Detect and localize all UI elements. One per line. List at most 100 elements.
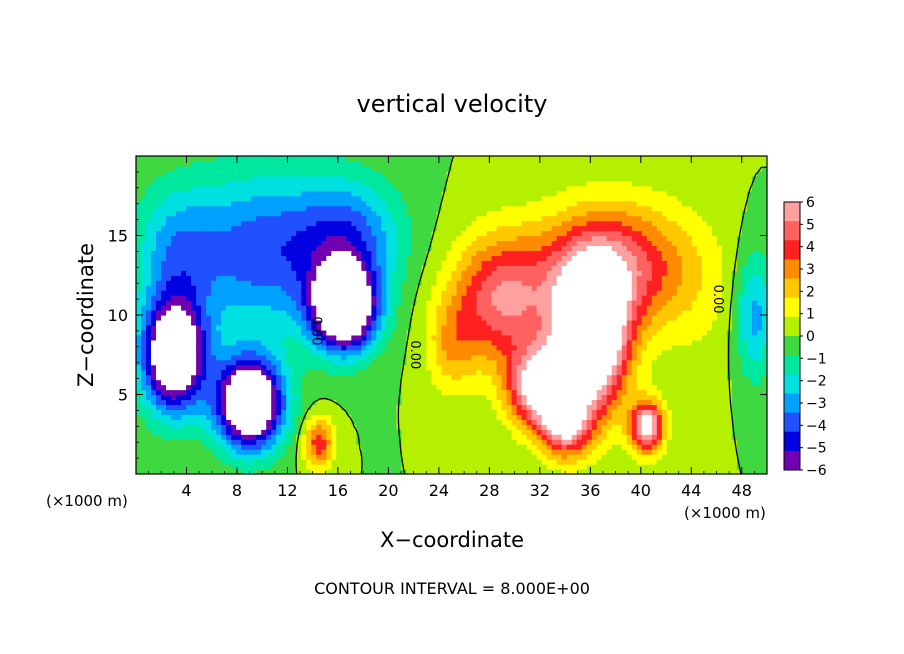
heatmap-cell bbox=[411, 454, 418, 460]
heatmap-cell bbox=[341, 324, 347, 331]
heatmap-cell bbox=[196, 434, 202, 440]
heatmap-cell bbox=[326, 454, 332, 460]
heatmap-cell bbox=[256, 419, 262, 425]
heatmap-cell bbox=[456, 190, 463, 197]
heatmap-cell bbox=[296, 339, 302, 346]
heatmap-cell bbox=[501, 175, 508, 182]
heatmap-cell bbox=[436, 225, 443, 232]
heatmap-cell bbox=[301, 310, 307, 316]
heatmap-cell bbox=[271, 359, 277, 366]
heatmap-cell bbox=[241, 290, 247, 296]
heatmap-cell bbox=[216, 160, 222, 167]
heatmap-cell bbox=[391, 464, 398, 470]
heatmap-cell bbox=[376, 404, 382, 411]
heatmap-cell bbox=[306, 315, 312, 321]
heatmap-cell bbox=[396, 265, 403, 271]
heatmap-cell bbox=[436, 290, 443, 296]
heatmap-cell bbox=[211, 344, 217, 351]
heatmap-cell bbox=[231, 235, 237, 242]
heatmap-cell bbox=[291, 185, 297, 192]
heatmap-cell bbox=[366, 354, 372, 361]
heatmap-cell bbox=[521, 369, 528, 376]
heatmap-cell bbox=[501, 439, 508, 445]
heatmap-cell bbox=[516, 359, 523, 366]
heatmap-cell bbox=[306, 225, 312, 232]
heatmap-cell bbox=[491, 235, 498, 242]
heatmap-cell bbox=[276, 384, 282, 391]
heatmap-cell bbox=[496, 315, 503, 321]
heatmap-cell bbox=[356, 265, 362, 271]
heatmap-cell bbox=[346, 444, 352, 450]
heatmap-cell bbox=[456, 349, 463, 356]
heatmap-cell bbox=[221, 354, 227, 361]
heatmap-cell bbox=[286, 310, 292, 316]
heatmap-cell bbox=[361, 200, 367, 207]
heatmap-cell bbox=[161, 310, 167, 316]
heatmap-cell bbox=[216, 230, 222, 237]
heatmap-cell bbox=[136, 300, 142, 306]
heatmap-cell bbox=[366, 469, 372, 474]
heatmap-cell bbox=[346, 329, 352, 336]
heatmap-cell bbox=[421, 359, 428, 366]
heatmap-cell bbox=[336, 315, 342, 321]
heatmap-cell bbox=[271, 319, 277, 326]
heatmap-cell bbox=[261, 339, 267, 346]
heatmap-cell bbox=[181, 459, 187, 465]
heatmap-cell bbox=[391, 220, 398, 227]
heatmap-cell bbox=[136, 160, 142, 167]
heatmap-cell bbox=[311, 444, 317, 450]
heatmap-cell bbox=[231, 459, 237, 465]
heatmap-cell bbox=[496, 295, 503, 301]
heatmap-cell bbox=[346, 399, 352, 406]
heatmap-cell bbox=[196, 359, 202, 366]
heatmap-cell bbox=[451, 414, 458, 420]
heatmap-cell bbox=[206, 195, 212, 202]
heatmap-cell bbox=[221, 359, 227, 366]
heatmap-cell bbox=[521, 305, 528, 311]
heatmap-cell bbox=[201, 394, 207, 401]
heatmap-cell bbox=[191, 175, 197, 182]
heatmap-cell bbox=[371, 354, 377, 361]
heatmap-cell bbox=[311, 250, 317, 256]
heatmap-cell bbox=[431, 324, 438, 331]
heatmap-cell bbox=[176, 359, 182, 366]
heatmap-cell bbox=[521, 424, 528, 430]
heatmap-cell bbox=[261, 190, 267, 197]
heatmap-cell bbox=[171, 429, 177, 435]
heatmap-cell bbox=[476, 240, 483, 247]
heatmap-cell bbox=[456, 339, 463, 346]
heatmap-cell bbox=[301, 469, 307, 474]
heatmap-cell bbox=[346, 334, 352, 341]
heatmap-cell bbox=[246, 300, 252, 306]
heatmap-cell bbox=[346, 200, 352, 207]
heatmap-cell bbox=[376, 399, 382, 406]
heatmap-cell bbox=[226, 215, 232, 222]
heatmap-cell bbox=[306, 255, 312, 261]
heatmap-cell bbox=[491, 205, 498, 212]
heatmap-cell bbox=[471, 240, 478, 247]
heatmap-cell bbox=[166, 215, 172, 222]
heatmap-cell bbox=[391, 364, 398, 371]
heatmap-cell bbox=[236, 305, 242, 311]
heatmap-cell bbox=[156, 379, 162, 386]
heatmap-cell bbox=[326, 419, 332, 425]
heatmap-cell bbox=[441, 260, 448, 266]
heatmap-cell bbox=[221, 364, 227, 371]
heatmap-cell bbox=[461, 424, 468, 430]
heatmap-cell bbox=[191, 290, 197, 296]
heatmap-cell bbox=[196, 265, 202, 271]
heatmap-cell bbox=[521, 344, 528, 351]
heatmap-cell bbox=[231, 160, 237, 167]
heatmap-cell bbox=[436, 424, 443, 430]
heatmap-cell bbox=[216, 245, 222, 252]
heatmap-cell bbox=[296, 424, 302, 430]
heatmap-cell bbox=[501, 319, 508, 326]
heatmap-cell bbox=[271, 260, 277, 266]
heatmap-cell bbox=[231, 364, 237, 371]
heatmap-cell bbox=[521, 399, 528, 406]
heatmap-cell bbox=[241, 225, 247, 232]
heatmap-cell bbox=[291, 205, 297, 212]
heatmap-cell bbox=[251, 439, 257, 445]
heatmap-cell bbox=[311, 265, 317, 271]
heatmap-cell bbox=[241, 414, 247, 420]
